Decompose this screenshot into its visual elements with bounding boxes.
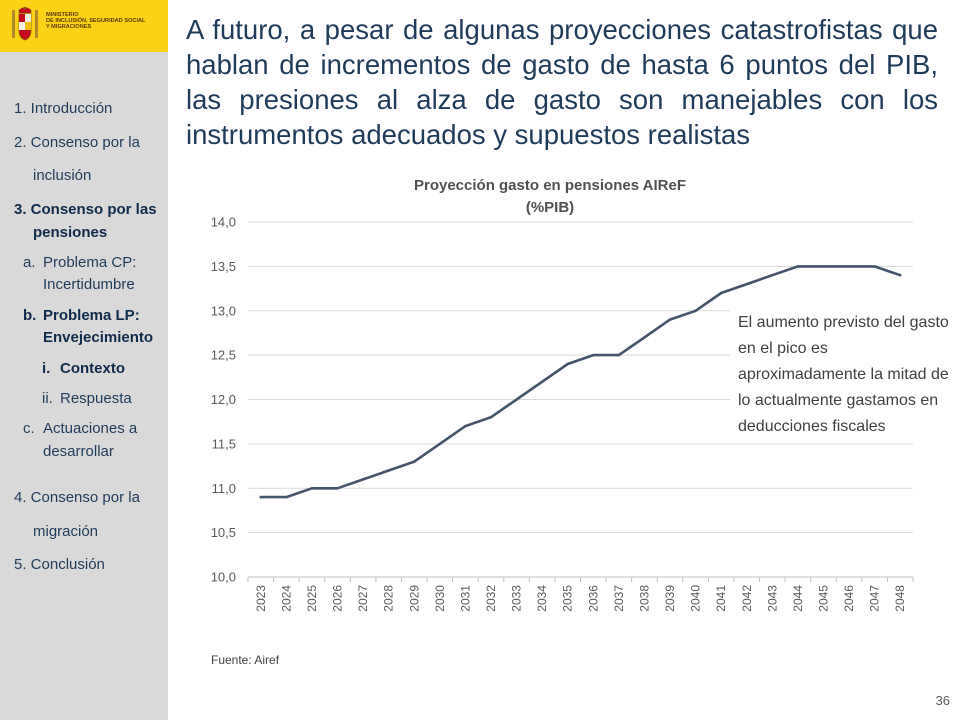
data-point: [310, 487, 314, 490]
source-note: Fuente: Airef: [211, 653, 280, 667]
x-tick-label: 2028: [382, 585, 396, 612]
spain-coat-of-arms-icon: [12, 6, 38, 41]
nav-item-introduccion[interactable]: 1. Introducción: [14, 100, 113, 117]
x-tick-label: 2047: [868, 585, 882, 612]
y-tick-label: 10,5: [211, 525, 236, 540]
data-point: [796, 265, 800, 268]
y-tick-label: 10,0: [211, 570, 236, 585]
data-point: [822, 265, 825, 268]
nav-item-actuaciones[interactable]: Actuaciones a: [43, 420, 138, 437]
chart-annotation: El aumento previsto del gasto en el pico…: [730, 308, 960, 442]
chart-title: Proyección gasto en pensiones AIReF: [413, 177, 686, 194]
x-tick-label: 2046: [842, 585, 856, 612]
x-tick-label: 2041: [714, 585, 728, 612]
nav-item-consenso-inclusion[interactable]: 2. Consenso por la: [14, 134, 140, 151]
data-point: [515, 398, 518, 401]
y-tick-label: 13,5: [211, 259, 236, 274]
x-tick-label: 2034: [535, 585, 549, 612]
data-point: [336, 487, 339, 490]
nav-item-contexto[interactable]: Contexto: [60, 360, 125, 377]
data-point: [745, 282, 748, 286]
y-tick-label: 12,5: [211, 348, 236, 363]
x-tick-label: 2043: [765, 585, 779, 612]
data-point: [873, 265, 876, 268]
page-number: 36: [935, 693, 950, 708]
data-point: [285, 495, 288, 499]
nav-item-actuaciones-cont[interactable]: desarrollar: [43, 443, 114, 460]
nav-item-marker-ii: ii.: [42, 390, 53, 407]
ministry-line: DE INCLUSIÓN, SEGURIDAD SOCIAL: [46, 18, 146, 25]
data-point: [592, 353, 595, 357]
x-tick-label: 2037: [612, 585, 626, 612]
x-tick-label: 2036: [586, 585, 600, 612]
ministry-line: Y MIGRACIONES: [46, 24, 92, 31]
data-point: [438, 442, 442, 446]
nav-item-consenso-migracion-cont[interactable]: migración: [33, 523, 99, 540]
data-point: [719, 291, 723, 295]
x-tick-label: 2033: [510, 585, 524, 612]
data-point: [668, 318, 672, 321]
x-tick-label: 2029: [407, 585, 421, 612]
x-tick-label: 2040: [689, 585, 703, 612]
data-point: [489, 416, 493, 419]
data-point: [771, 274, 774, 277]
x-tick-label: 2024: [279, 585, 293, 612]
data-point: [617, 353, 621, 357]
x-tick-label: 2023: [254, 585, 268, 612]
chart-title-block: Proyección gasto en pensiones AIReF (%PI…: [340, 175, 760, 219]
sidebar: MINISTERIO DE INCLUSIÓN, SEGURIDAD SOCIA…: [0, 0, 168, 720]
y-tick-label: 12,0: [211, 392, 236, 407]
data-point: [387, 469, 390, 472]
x-tick-label: 2039: [663, 585, 677, 612]
data-point: [566, 362, 569, 366]
data-point: [643, 336, 646, 339]
nav-item-marker-i: i.: [42, 360, 51, 377]
data-point: [413, 460, 416, 463]
nav-item-problema-lp-cont[interactable]: Envejecimiento: [43, 329, 154, 346]
x-tick-label: 2044: [791, 585, 805, 612]
x-tick-label: 2030: [433, 585, 447, 612]
chart-subtitle: (%PIB): [525, 199, 575, 216]
y-tick-label: 13,0: [211, 303, 236, 318]
data-point: [540, 380, 544, 383]
y-tick-label: 14,0: [211, 215, 236, 230]
nav-item-consenso-migracion[interactable]: 4. Consenso por la: [14, 489, 140, 506]
x-tick-label: 2027: [356, 585, 370, 612]
x-tick-label: 2038: [637, 585, 651, 612]
ministry-logo-band: MINISTERIO DE INCLUSIÓN, SEGURIDAD SOCIA…: [0, 0, 168, 52]
nav-item-marker-b: b.: [23, 307, 37, 324]
nav-item-problema-cp[interactable]: Problema CP:: [43, 254, 137, 271]
nav-item-marker-a: a.: [23, 254, 36, 271]
nav-item-consenso-pensiones[interactable]: 3. Consenso por las: [14, 201, 157, 218]
x-tick-label: 2042: [740, 585, 754, 612]
y-tick-label: 11,0: [212, 481, 236, 496]
x-tick-label: 2035: [561, 585, 575, 612]
nav-item-conclusion[interactable]: 5. Conclusión: [14, 556, 105, 573]
ministry-name: MINISTERIO DE INCLUSIÓN, SEGURIDAD SOCIA…: [46, 12, 166, 31]
x-tick-label: 2025: [305, 585, 319, 612]
x-tick-label: 2045: [816, 585, 830, 612]
slide-title: A futuro, a pesar de algunas proyeccione…: [186, 14, 938, 150]
y-tick-label: 11,5: [212, 436, 236, 451]
series-line: [259, 265, 902, 499]
x-tick-label: 2026: [331, 585, 345, 612]
x-tick-label: 2031: [458, 585, 472, 612]
data-point: [259, 495, 262, 499]
nav-item-marker-c: c.: [23, 420, 35, 437]
nav-item-consenso-inclusion-cont[interactable]: inclusión: [33, 167, 92, 184]
data-point: [361, 478, 365, 481]
ministry-line: MINISTERIO: [46, 12, 79, 18]
nav-item-problema-cp-cont[interactable]: Incertidumbre: [43, 276, 135, 293]
nav-item-respuesta[interactable]: Respuesta: [60, 390, 132, 407]
data-point: [694, 309, 697, 312]
nav-item-problema-lp[interactable]: Problema LP:: [43, 307, 140, 324]
data-point: [899, 274, 902, 277]
nav-item-consenso-pensiones-cont[interactable]: pensiones: [33, 224, 108, 241]
data-point: [847, 265, 851, 268]
x-tick-label: 2032: [484, 585, 498, 612]
data-point: [464, 424, 467, 428]
x-tick-label: 2048: [893, 585, 907, 612]
